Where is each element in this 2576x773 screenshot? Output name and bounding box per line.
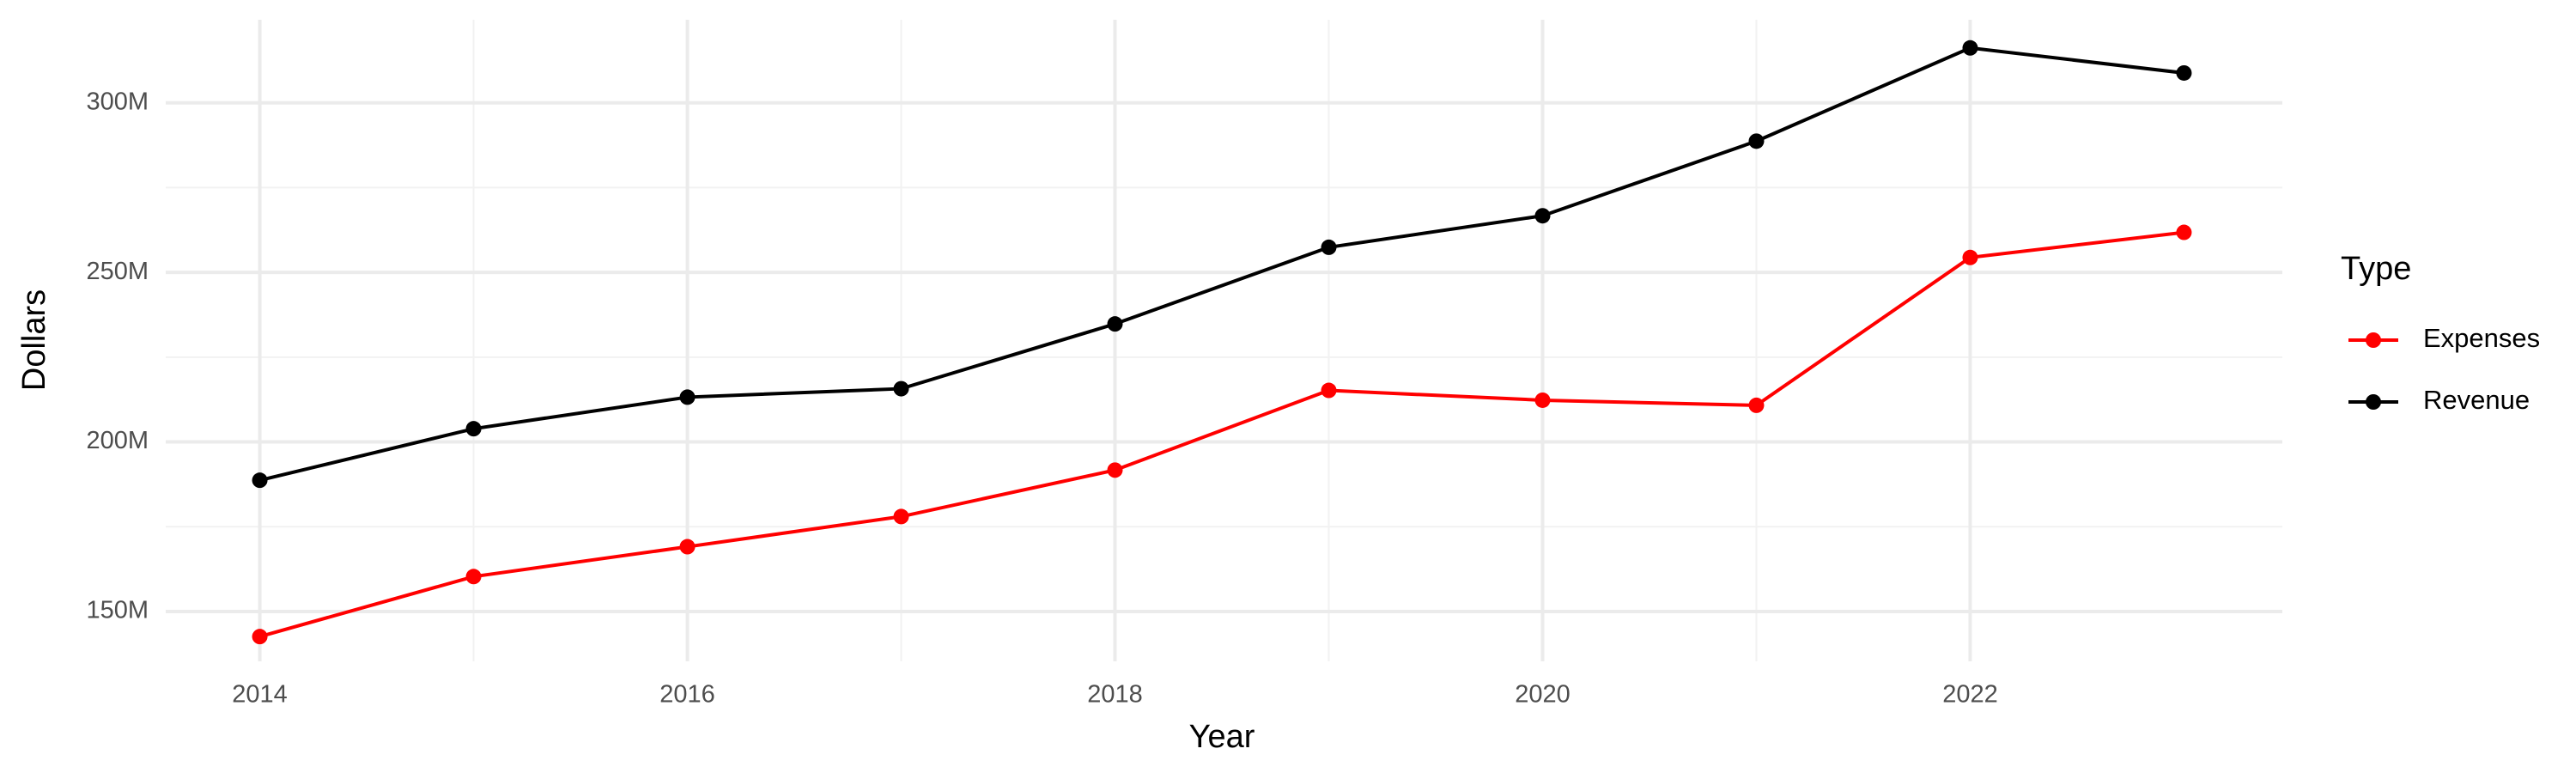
legend-label: Revenue [2423, 385, 2530, 415]
legend-marker [2366, 394, 2381, 410]
data-point [1534, 392, 1551, 408]
data-point [1962, 40, 1978, 56]
y-tick-label: 200M [86, 427, 149, 454]
data-point [252, 629, 268, 645]
data-point [1321, 382, 1337, 399]
data-point [465, 421, 482, 437]
x-tick-label: 2020 [1515, 681, 1571, 709]
data-point [2176, 224, 2192, 240]
x-tick-label: 2014 [232, 681, 288, 709]
data-point [1748, 397, 1765, 413]
data-point [1321, 239, 1337, 255]
legend-marker [2366, 332, 2381, 348]
data-point [893, 380, 909, 397]
legend-title: Type [2341, 251, 2411, 287]
data-point [1962, 249, 1978, 265]
data-point [465, 569, 482, 585]
data-point [1748, 133, 1765, 149]
data-point [679, 389, 696, 405]
y-axis-title: Dollars [16, 289, 52, 391]
data-point [2176, 64, 2192, 81]
data-point [252, 472, 268, 489]
data-point [679, 539, 696, 555]
data-point [1107, 462, 1123, 478]
legend-label: Expenses [2423, 323, 2540, 353]
series-line [259, 230, 2184, 639]
y-tick-label: 250M [86, 258, 149, 285]
series-line [259, 46, 2184, 483]
x-tick-label: 2016 [659, 681, 715, 709]
y-tick-label: 150M [86, 597, 149, 624]
data-point [1107, 316, 1123, 332]
y-tick-label: 300M [86, 88, 149, 115]
data-point [1534, 208, 1551, 224]
data-point [893, 508, 909, 525]
x-axis-title: Year [1189, 719, 1255, 755]
x-tick-label: 2022 [1942, 681, 1998, 709]
x-tick-label: 2018 [1087, 681, 1143, 709]
